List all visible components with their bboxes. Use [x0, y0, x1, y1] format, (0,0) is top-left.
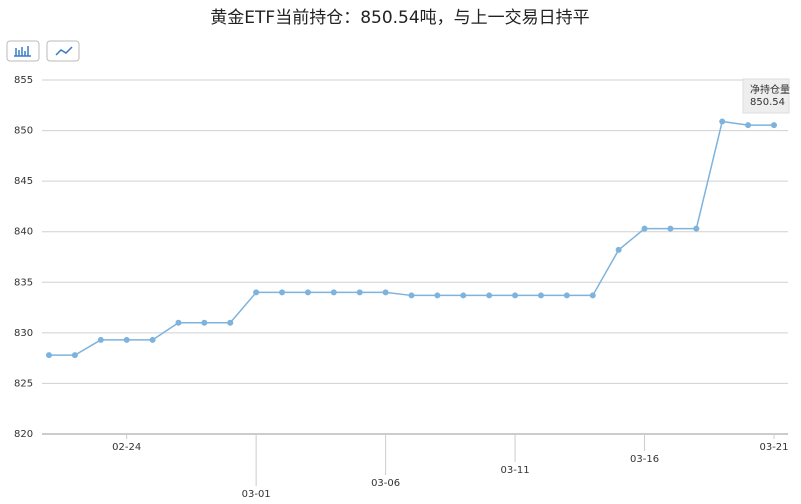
data-point — [771, 122, 777, 129]
bar-icon — [14, 46, 31, 57]
data-point — [460, 292, 467, 299]
data-point — [304, 289, 311, 296]
data-point — [356, 289, 363, 296]
x-tick-label: 03-21 — [759, 442, 788, 453]
data-point — [279, 289, 286, 296]
x-tick-label: 03-06 — [371, 478, 400, 489]
y-tick-label: 820 — [14, 429, 33, 440]
data-point — [253, 289, 260, 296]
data-point — [382, 289, 389, 296]
y-tick-label: 830 — [14, 328, 33, 339]
y-tick-label: 855 — [14, 75, 33, 86]
data-point — [589, 292, 596, 299]
data-point — [615, 246, 622, 253]
line-icon — [55, 46, 73, 56]
data-point — [123, 336, 130, 343]
y-tick-label: 825 — [14, 378, 33, 389]
line-view-button[interactable] — [46, 40, 80, 62]
y-tick-label: 840 — [14, 227, 33, 238]
data-point — [693, 225, 700, 232]
data-point — [46, 352, 52, 359]
tooltip-box — [742, 78, 790, 114]
chart-title: 黄金ETF当前持仓：850.54吨，与上一交易日持平 — [210, 8, 589, 28]
data-point — [563, 292, 570, 299]
bar-view-button[interactable] — [6, 40, 40, 62]
data-point — [641, 225, 648, 232]
data-point — [97, 336, 104, 343]
x-tick-label: 02-24 — [112, 442, 141, 453]
data-point — [719, 118, 726, 125]
button-frame[interactable] — [6, 40, 40, 62]
x-tick-label: 03-16 — [630, 454, 659, 465]
y-tick-label: 845 — [14, 176, 33, 187]
data-point — [227, 319, 234, 326]
data-point — [512, 292, 519, 299]
data-point — [330, 289, 337, 296]
data-point — [537, 292, 544, 299]
data-point — [667, 225, 674, 232]
x-tick-label: 03-11 — [501, 465, 530, 476]
tooltip-value: 850.54 — [750, 97, 785, 108]
x-tick-label: 03-01 — [242, 489, 271, 500]
data-point — [408, 292, 415, 299]
y-tick-label: 850 — [14, 126, 33, 137]
data-point — [175, 319, 182, 326]
tooltip-label: 净持仓量 — [750, 83, 790, 96]
series-line — [49, 120, 774, 356]
data-point — [71, 352, 78, 359]
data-point — [745, 122, 752, 129]
data-point — [201, 319, 208, 326]
y-tick-label: 835 — [14, 277, 33, 288]
data-point — [486, 292, 493, 299]
data-point — [434, 292, 441, 299]
data-point — [149, 336, 156, 343]
